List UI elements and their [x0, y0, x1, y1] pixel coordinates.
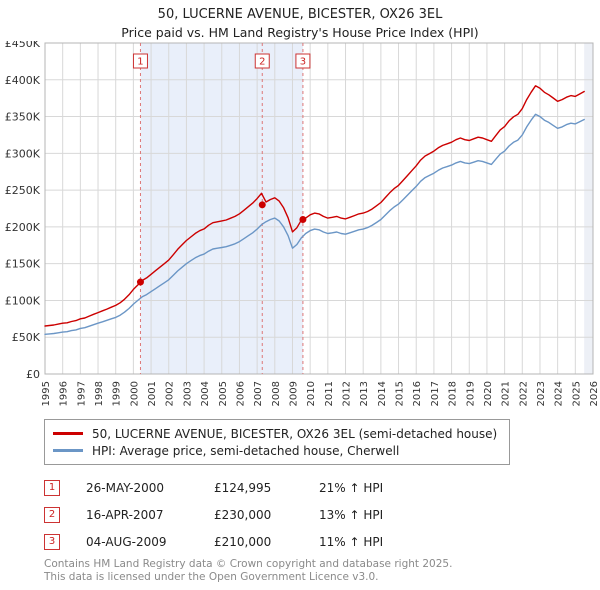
svg-text:2007: 2007 [253, 381, 264, 406]
svg-text:2020: 2020 [483, 381, 494, 406]
sale-row-2: 2 16-APR-2007 £230,000 13% ↑ HPI [44, 501, 600, 528]
svg-text:2019: 2019 [465, 381, 476, 406]
sales-table: 1 26-MAY-2000 £124,995 21% ↑ HPI 2 16-AP… [44, 474, 600, 555]
svg-text:2014: 2014 [377, 381, 388, 406]
svg-text:2017: 2017 [430, 381, 441, 406]
sale-2-price: £230,000 [214, 507, 272, 522]
hpi-line-swatch [53, 449, 83, 452]
svg-text:3: 3 [300, 57, 306, 68]
svg-text:2006: 2006 [235, 381, 246, 406]
page-title: 50, LUCERNE AVENUE, BICESTER, OX26 3EL [157, 7, 443, 22]
svg-text:2010: 2010 [306, 381, 317, 406]
svg-text:2025: 2025 [571, 381, 582, 406]
svg-text:2015: 2015 [395, 381, 406, 406]
sale-2-hpi-diff: 13% ↑ HPI [319, 507, 384, 522]
sale-row-1: 1 26-MAY-2000 £124,995 21% ↑ HPI [44, 474, 600, 501]
sale-2-date: 16-APR-2007 [86, 507, 164, 522]
svg-text:£350K: £350K [5, 111, 41, 124]
svg-text:£300K: £300K [5, 147, 41, 160]
svg-text:2008: 2008 [271, 381, 282, 406]
svg-text:£0: £0 [26, 368, 40, 381]
svg-text:2016: 2016 [412, 381, 423, 406]
sale-1-date: 26-MAY-2000 [86, 480, 165, 495]
svg-text:2021: 2021 [501, 381, 512, 406]
svg-text:£450K: £450K [5, 41, 41, 50]
svg-text:2005: 2005 [218, 381, 229, 406]
chart-legend: 50, LUCERNE AVENUE, BICESTER, OX26 3EL (… [44, 419, 511, 465]
sale-1-hpi-diff: 21% ↑ HPI [319, 480, 384, 495]
sale-3-price: £210,000 [214, 534, 272, 549]
sale-3-date: 04-AUG-2009 [86, 534, 167, 549]
svg-text:£250K: £250K [5, 184, 41, 197]
license-footer: Contains HM Land Registry data © Crown c… [44, 558, 600, 584]
svg-text:2009: 2009 [288, 381, 299, 406]
svg-text:2002: 2002 [165, 381, 176, 406]
svg-text:1997: 1997 [76, 381, 87, 406]
svg-text:2000: 2000 [129, 381, 140, 406]
svg-text:£150K: £150K [5, 258, 41, 271]
property-line-swatch [53, 432, 83, 435]
sale-1-marker: 1 [44, 479, 60, 496]
sale-3-hpi-diff: 11% ↑ HPI [319, 534, 384, 549]
svg-text:1999: 1999 [112, 381, 123, 406]
sale-1-price: £124,995 [214, 480, 272, 495]
svg-text:2011: 2011 [324, 381, 335, 406]
sale-row-3: 3 04-AUG-2009 £210,000 11% ↑ HPI [44, 528, 600, 555]
svg-text:2003: 2003 [182, 381, 193, 406]
svg-text:2018: 2018 [448, 381, 459, 406]
svg-text:2013: 2013 [359, 381, 370, 406]
footer-line-1: Contains HM Land Registry data © Crown c… [44, 558, 453, 570]
legend-item-property: 50, LUCERNE AVENUE, BICESTER, OX26 3EL (… [53, 425, 497, 442]
price-history-chart[interactable]: 1 2 3 £0 £50K £100K £150K £200K £250K £300K £350K £… [0, 41, 600, 409]
svg-text:2026: 2026 [589, 381, 600, 406]
svg-text:2023: 2023 [536, 381, 547, 406]
svg-text:£200K: £200K [5, 221, 41, 234]
legend-item-hpi: HPI: Average price, semi-detached house,… [53, 442, 497, 459]
chart-header: 50, LUCERNE AVENUE, BICESTER, OX26 3EL P… [0, 0, 600, 40]
footer-line-2: This data is licensed under the Open Gov… [44, 571, 379, 584]
svg-text:1995: 1995 [41, 381, 52, 406]
sale-2-marker: 2 [44, 506, 60, 523]
sale-3-marker: 3 [44, 533, 60, 550]
legend-label-property: 50, LUCERNE AVENUE, BICESTER, OX26 3EL (… [92, 426, 498, 441]
svg-text:2004: 2004 [200, 381, 211, 406]
svg-text:£400K: £400K [5, 74, 41, 87]
legend-label-hpi: HPI: Average price, semi-detached house,… [92, 443, 400, 458]
svg-text:2001: 2001 [147, 381, 158, 406]
page-subtitle: Price paid vs. HM Land Registry's House … [121, 25, 479, 40]
svg-text:1998: 1998 [94, 381, 105, 406]
legend-wrap: 50, LUCERNE AVENUE, BICESTER, OX26 3EL (… [44, 419, 600, 465]
svg-text:£50K: £50K [12, 331, 41, 344]
svg-text:2024: 2024 [554, 381, 565, 406]
svg-text:2: 2 [259, 57, 265, 68]
svg-text:2012: 2012 [342, 381, 353, 406]
svg-text:1: 1 [137, 57, 143, 68]
svg-text:1996: 1996 [59, 381, 70, 406]
svg-text:2022: 2022 [518, 381, 529, 406]
svg-text:£100K: £100K [5, 294, 41, 307]
